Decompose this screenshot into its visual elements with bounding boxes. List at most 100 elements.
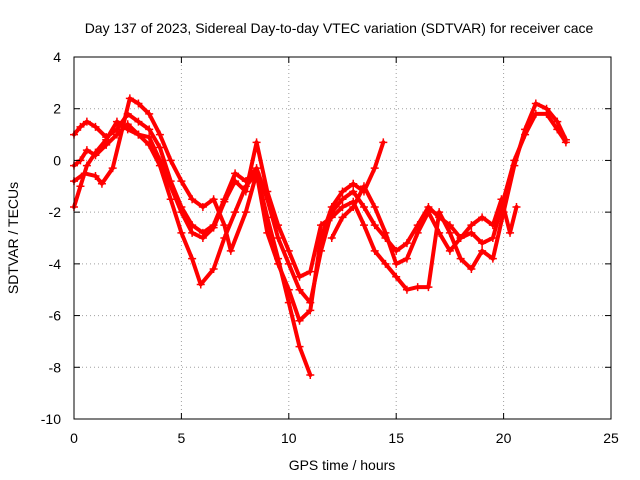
y-tick-label: -6 bbox=[49, 308, 62, 324]
x-tick-label: 20 bbox=[496, 430, 512, 446]
data-point-marker bbox=[166, 182, 175, 191]
data-point-marker bbox=[424, 283, 433, 292]
data-point-marker bbox=[166, 156, 175, 165]
data-point-marker bbox=[209, 223, 218, 232]
data-point-marker bbox=[349, 202, 358, 211]
data-point-marker bbox=[108, 164, 117, 173]
y-tick-label: -10 bbox=[41, 411, 61, 427]
data-point-marker bbox=[381, 228, 390, 237]
data-point-marker bbox=[317, 221, 326, 230]
data-point-marker bbox=[91, 122, 100, 131]
x-tick-label: 0 bbox=[70, 430, 78, 446]
data-point-marker bbox=[231, 208, 240, 217]
plot-frame bbox=[73, 56, 612, 420]
data-point-marker bbox=[196, 280, 205, 289]
data-point-marker bbox=[467, 265, 476, 274]
data-point-marker bbox=[155, 143, 164, 152]
data-point-marker bbox=[424, 208, 433, 217]
data-point-marker bbox=[252, 138, 261, 147]
y-tick-label: 2 bbox=[53, 101, 61, 117]
data-point-marker bbox=[145, 125, 154, 134]
data-point-marker bbox=[209, 195, 218, 204]
data-point-marker bbox=[177, 228, 186, 237]
data-point-marker bbox=[177, 177, 186, 186]
series-track-2 bbox=[70, 120, 315, 380]
series-track-4 bbox=[70, 99, 570, 294]
data-point-marker bbox=[82, 146, 91, 155]
data-point-marker bbox=[76, 122, 85, 131]
data-point-marker bbox=[274, 259, 283, 268]
data-point-marker bbox=[252, 169, 261, 178]
data-point-marker bbox=[521, 125, 530, 134]
data-point-marker bbox=[134, 117, 143, 126]
data-point-marker bbox=[91, 171, 100, 180]
series-line bbox=[72, 96, 386, 323]
data-point-marker bbox=[359, 182, 368, 191]
data-point-marker bbox=[145, 109, 154, 118]
data-point-marker bbox=[220, 221, 229, 230]
data-point-marker bbox=[478, 239, 487, 248]
data-point-marker bbox=[467, 221, 476, 230]
data-point-marker bbox=[402, 285, 411, 294]
data-point-marker bbox=[155, 130, 164, 139]
data-point-marker bbox=[488, 234, 497, 242]
data-point-marker bbox=[497, 195, 506, 204]
data-point-marker bbox=[134, 130, 143, 139]
data-series bbox=[70, 94, 570, 380]
data-point-marker bbox=[338, 195, 347, 204]
data-point-marker bbox=[134, 99, 143, 108]
data-point-marker bbox=[295, 272, 304, 281]
data-point-marker bbox=[82, 117, 91, 126]
data-point-marker bbox=[370, 202, 379, 211]
data-point-marker bbox=[306, 371, 315, 380]
series-line bbox=[329, 184, 519, 266]
x-axis-title: GPS time / hours bbox=[289, 457, 396, 473]
data-point-marker bbox=[284, 246, 293, 255]
x-tick-label: 15 bbox=[388, 430, 404, 446]
data-point-marker bbox=[531, 99, 540, 108]
data-point-marker bbox=[488, 254, 497, 263]
data-point-marker bbox=[478, 246, 487, 255]
data-point-marker bbox=[112, 117, 121, 126]
data-point-marker bbox=[295, 285, 304, 294]
data-point-marker bbox=[456, 254, 465, 263]
data-point-marker bbox=[263, 187, 272, 196]
data-point-marker bbox=[402, 254, 411, 263]
data-point-marker bbox=[263, 228, 272, 237]
data-point-marker bbox=[370, 246, 379, 255]
data-point-marker bbox=[435, 228, 444, 237]
data-point-marker bbox=[198, 202, 207, 211]
data-point-marker bbox=[145, 133, 154, 142]
data-point-marker bbox=[338, 202, 347, 211]
data-point-marker bbox=[102, 135, 111, 144]
data-point-marker bbox=[561, 135, 570, 144]
data-point-marker bbox=[274, 234, 283, 242]
data-point-marker bbox=[295, 316, 304, 325]
data-point-marker bbox=[402, 239, 411, 248]
x-tick-label: 10 bbox=[281, 430, 297, 446]
data-point-marker bbox=[445, 246, 454, 255]
data-point-marker bbox=[188, 254, 197, 263]
data-point-marker bbox=[306, 306, 315, 315]
data-point-marker bbox=[188, 228, 197, 237]
data-point-marker bbox=[553, 117, 562, 126]
data-point-marker bbox=[413, 228, 422, 237]
data-point-marker bbox=[155, 156, 164, 165]
data-point-marker bbox=[327, 202, 336, 211]
data-point-marker bbox=[177, 208, 186, 217]
x-tick-label: 25 bbox=[603, 430, 619, 446]
data-point-marker bbox=[392, 259, 401, 268]
data-point-marker bbox=[295, 342, 304, 351]
data-point-marker bbox=[478, 213, 487, 222]
data-point-marker bbox=[97, 179, 106, 188]
data-point-marker bbox=[338, 187, 347, 196]
data-point-marker bbox=[506, 228, 515, 237]
data-point-marker bbox=[220, 197, 229, 206]
data-point-marker bbox=[435, 208, 444, 217]
data-point-marker bbox=[327, 213, 336, 222]
data-point-marker bbox=[209, 265, 218, 274]
data-point-marker bbox=[284, 259, 293, 268]
grid bbox=[74, 57, 611, 419]
data-point-marker bbox=[413, 283, 422, 292]
